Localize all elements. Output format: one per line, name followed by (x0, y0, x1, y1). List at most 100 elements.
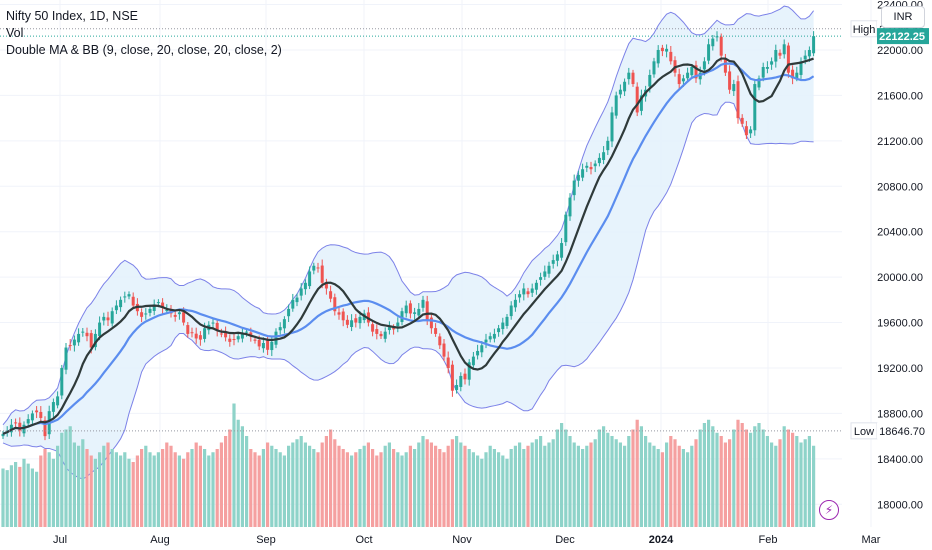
candle-body (177, 312, 181, 315)
volume-bar (467, 449, 471, 527)
volume-bar (207, 455, 211, 527)
candle-body (198, 335, 202, 340)
volume-bar (169, 445, 173, 527)
candle-body (392, 328, 396, 330)
volume-bar (131, 462, 135, 527)
volume-bar (119, 455, 123, 527)
candle-body (228, 338, 232, 342)
volume-bar (812, 445, 816, 527)
volume-bar (711, 426, 715, 527)
candle-body (371, 324, 375, 332)
volume-bar (807, 436, 811, 527)
candle-body (812, 36, 816, 54)
volume-bar (257, 455, 261, 527)
candle-body (572, 180, 576, 196)
candle-body (513, 299, 517, 308)
candle-body (728, 71, 732, 90)
candle-body (270, 341, 274, 351)
volume-bar (56, 445, 60, 527)
volume-bar (778, 439, 782, 527)
lightning-icon[interactable]: ⚡ (819, 500, 839, 520)
symbol-title[interactable]: Nifty 50 Index, 1D, NSE (6, 9, 139, 23)
candle-body (799, 61, 803, 75)
candle-body (690, 67, 694, 76)
volume-bar (694, 439, 698, 527)
volume-bar (324, 436, 328, 527)
volume-bar (749, 432, 753, 527)
candle-body (723, 58, 727, 73)
volume-bar (488, 445, 492, 527)
candle-body (39, 411, 43, 418)
volume-bar (568, 436, 572, 527)
candle-body (93, 333, 97, 348)
volume-bar (560, 423, 564, 527)
candle-body (795, 72, 799, 79)
volume-bar (555, 429, 559, 527)
volume-bar (18, 466, 22, 527)
volume-bar (702, 423, 706, 527)
volume-bar (434, 445, 438, 527)
volume-bar (740, 423, 744, 527)
ma-bb-indicator-label[interactable]: Double MA & BB (9, close, 20, close, 20,… (6, 43, 282, 57)
candle-body (257, 339, 261, 347)
candle-body (215, 322, 219, 331)
volume-bar (589, 442, 593, 527)
candle-body (404, 305, 408, 314)
candle-body (694, 65, 698, 79)
candle-body (555, 254, 559, 261)
volume-bar (505, 458, 509, 527)
volume-bar (72, 442, 76, 527)
candle-body (1, 433, 5, 437)
candle-body (140, 312, 144, 317)
volume-bar (610, 436, 614, 527)
volume-bar (392, 449, 396, 527)
candle-body (509, 305, 513, 317)
volume-bar (295, 439, 299, 527)
volume-bar (602, 426, 606, 527)
candle-body (442, 343, 446, 357)
volume-bar (249, 449, 253, 527)
candle-body (560, 243, 564, 258)
candle-body (203, 328, 207, 339)
volume-bar (455, 436, 459, 527)
volume-bar (140, 449, 144, 527)
candle-body (383, 331, 387, 339)
candle-body (127, 294, 131, 297)
candle-body (379, 333, 383, 337)
volume-bar (219, 442, 223, 527)
volume-bar (606, 432, 610, 527)
volume-bar (509, 449, 513, 527)
volume-bar (362, 445, 366, 527)
bollinger-lower-line (2, 101, 814, 480)
volume-bar (774, 445, 778, 527)
candle-body (186, 325, 190, 334)
marker-label: Low (854, 426, 874, 438)
volume-bar (203, 449, 207, 527)
volume-bar (425, 439, 429, 527)
candle-body (131, 296, 135, 306)
volume-bar (194, 442, 198, 527)
volume-bar (165, 442, 169, 527)
candle-body (719, 36, 723, 56)
volume-bar (635, 419, 639, 527)
candle-body (480, 345, 484, 353)
volume-bar (308, 445, 312, 527)
volume-bar (547, 442, 551, 527)
candle-body (350, 320, 354, 327)
volume-bar (715, 432, 719, 527)
currency-selector[interactable]: INR (881, 6, 925, 28)
volume-bar (471, 452, 475, 527)
volume-indicator-label[interactable]: Vol (6, 26, 24, 40)
candle-body (337, 312, 341, 315)
candle-body (648, 74, 652, 87)
volume-bar (484, 452, 488, 527)
candle-body (51, 402, 55, 412)
volume-bar (303, 442, 307, 527)
volume-bar (93, 458, 97, 527)
candle-body (518, 294, 522, 298)
volume-bar (211, 452, 215, 527)
candle-body (43, 420, 47, 437)
candle-body (312, 265, 316, 271)
